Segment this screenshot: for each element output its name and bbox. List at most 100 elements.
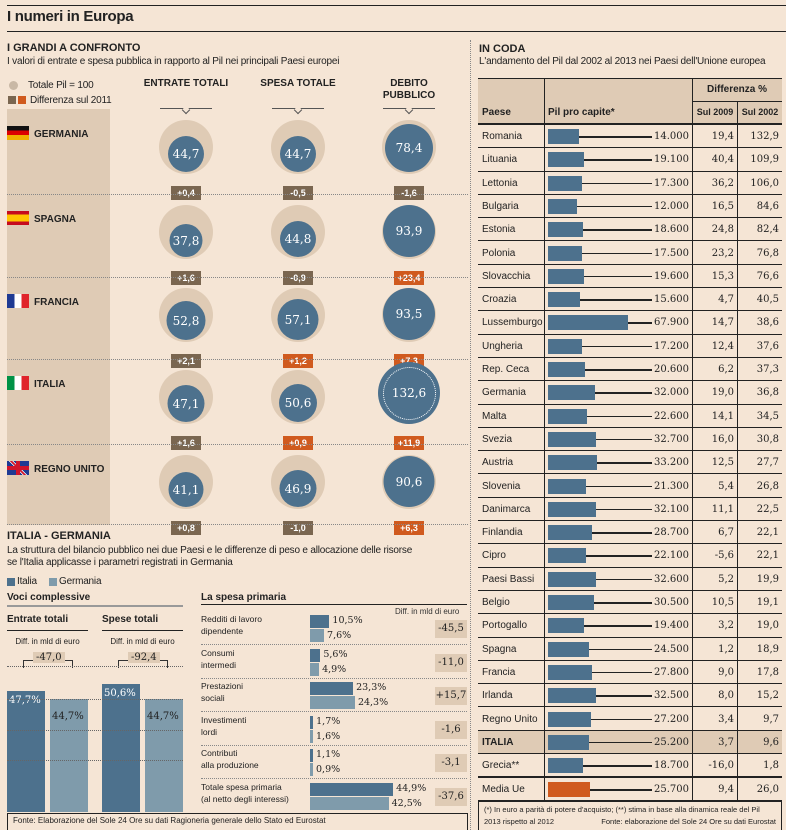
pil-value: 17.500	[654, 247, 689, 259]
pil-value: 22.600	[654, 410, 689, 422]
total-legend-icon	[9, 81, 18, 90]
row-divider	[7, 524, 468, 525]
country-name: ITALIA	[34, 379, 66, 390]
header-pil: Pil pro capite*	[548, 107, 615, 118]
col-divider	[737, 754, 738, 779]
country-name: Media Ue	[482, 784, 525, 796]
diff-badge: +1,6	[171, 436, 201, 450]
table-row: Media Ue 25.700 9,4 26,0	[478, 777, 782, 803]
col-divider	[737, 521, 738, 546]
legend-germania-swatch	[49, 578, 57, 586]
col-divider	[544, 567, 545, 592]
col-divider	[692, 404, 693, 429]
col-divider	[692, 451, 693, 476]
table-row: Ungheria 17.200 12,4 37,6	[478, 334, 782, 359]
sul-2009: 9,4	[718, 784, 734, 796]
row-divider	[7, 277, 468, 278]
table-row: Lituania 19.100 40,4 109,9	[478, 148, 782, 173]
col-divider	[737, 427, 738, 452]
pil-bar	[548, 408, 587, 424]
leader-line	[581, 345, 652, 348]
col-divider	[737, 474, 738, 499]
spesa-label-1: Prestazioni	[201, 681, 244, 691]
country-name: Portogallo	[482, 620, 528, 632]
table-row: Lettonia 17.300 36,2 106,0	[478, 171, 782, 196]
pil-bar	[548, 455, 597, 471]
bar-label-italia: 47,7%	[9, 695, 41, 707]
col-divider	[544, 171, 545, 196]
diff-value: +15,7	[435, 687, 467, 705]
sul-2009: 15,3	[711, 270, 734, 282]
pil-bar	[548, 152, 584, 168]
value-circle: 41,1	[168, 472, 204, 507]
value-circle: 46,9	[279, 470, 317, 507]
spesa-label-1: Redditi di lavoro	[201, 614, 262, 624]
sul-2002: 34,5	[756, 410, 779, 422]
pil-bar	[548, 385, 596, 401]
bar-label-germania: 44,7%	[52, 710, 84, 722]
col-divider	[737, 381, 738, 406]
col-divider	[692, 241, 693, 266]
country-name: Germania	[482, 387, 526, 399]
column-divider	[470, 40, 471, 830]
value-label: 52,8	[172, 313, 200, 328]
diff-neutral-swatch	[8, 96, 16, 104]
value-circle: 44,7	[280, 136, 316, 172]
col-divider	[544, 730, 545, 755]
pil-value: 19.100	[654, 154, 689, 166]
row-divider	[201, 711, 467, 712]
sul-2009: -16,0	[708, 760, 734, 772]
table-row: Slovacchia 19.600 15,3 76,6	[478, 264, 782, 289]
country-name: Austria	[482, 457, 514, 469]
gridline	[7, 666, 183, 667]
row-divider	[201, 744, 467, 746]
country-name: Francia	[482, 666, 516, 678]
flag-uk-icon	[7, 461, 29, 475]
country-name: Lettonia	[482, 177, 518, 189]
col-divider	[544, 264, 545, 289]
col-divider	[737, 707, 738, 732]
col-divider	[692, 474, 693, 499]
bar-label-germania: 42,5%	[391, 797, 422, 809]
diff-badge: +0,9	[283, 436, 313, 450]
spesa-label-2: intermedi	[201, 659, 236, 670]
pil-bar	[548, 711, 592, 727]
pil-bar	[548, 292, 581, 308]
country-name: Malta	[482, 410, 507, 422]
sul-2009: 12,5	[711, 457, 734, 469]
bar-label-germania: 24,3%	[357, 697, 389, 708]
sul-2002: 76,8	[756, 247, 779, 259]
country-name: Slovacchia	[482, 270, 531, 282]
bar-italia	[310, 749, 313, 762]
table-row: Bulgaria 12.000 16,5 84,6	[478, 194, 782, 219]
sul-2002: 38,6	[756, 317, 779, 329]
col-divider	[544, 194, 545, 219]
country-name: Cipro	[482, 550, 506, 562]
table-row: ITALIA 25.200 3,7 9,6	[478, 730, 782, 755]
value-label: 44,8	[284, 232, 312, 246]
title-rule	[7, 31, 786, 32]
col-divider	[544, 637, 545, 662]
value-circle: 57,1	[277, 299, 319, 340]
row-divider	[7, 194, 468, 195]
spesa-label-2: (al netto degli interessi)	[201, 793, 289, 804]
col-divider	[544, 241, 545, 266]
column-header: SPESA TOTALE	[260, 78, 336, 89]
legend-diff: Differenza sul 2011	[30, 95, 112, 106]
pil-value: 15.600	[654, 294, 689, 306]
sul-2002: 15,2	[756, 690, 779, 702]
flag-de-icon	[7, 126, 29, 140]
pil-bar	[548, 618, 584, 634]
leader-line	[585, 485, 652, 487]
sul-2009: 36,2	[711, 177, 734, 189]
country-name: GERMANIA	[34, 129, 89, 140]
country-name: Romania	[482, 131, 523, 142]
table-row: Austria 33.200 12,5 27,7	[478, 451, 782, 476]
leader-line	[595, 508, 652, 511]
sul-2009: 6,7	[718, 527, 734, 539]
bar-germania	[310, 729, 313, 743]
country-name: Croazia	[482, 294, 517, 306]
sul-2002: 84,6	[756, 200, 779, 212]
value-circle: 52,8	[166, 301, 206, 340]
diff-badge: -0,9	[283, 271, 313, 285]
